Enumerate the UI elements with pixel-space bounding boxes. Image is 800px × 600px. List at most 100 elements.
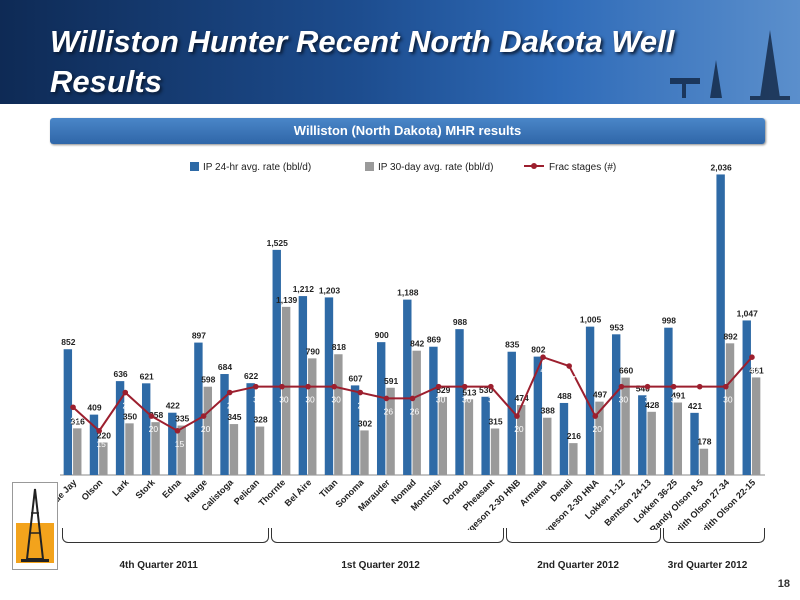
page-number: 18 [777,578,790,590]
bar-value-label: 421 [688,401,702,411]
bar-value-label: 869 [427,335,441,345]
frac-stages-label: 30 [305,395,315,405]
bar-value-label: 1,005 [580,315,602,325]
bar [151,422,160,475]
frac-stages-label: 26 [410,406,420,416]
slide-title: Williston Hunter Recent North Dakota Wel… [50,24,675,99]
frac-stages-point [331,383,337,390]
bar [690,412,699,475]
category-tick-label: Thornte [257,477,288,508]
bar [203,386,213,475]
bar [63,349,73,475]
bar-value-label: 988 [453,317,467,327]
frac-stages-label: 30 [671,395,681,405]
quarter-label: 4th Quarter 2011 [119,560,198,571]
frac-stages-label: 40 [540,365,550,375]
category-tick-label: Bel Aire [283,477,314,508]
category-tick-label: Lark [110,477,131,498]
bar-value-label: 491 [671,391,685,401]
bar [412,350,421,475]
frac-stages-label: 37 [566,374,576,384]
bar [490,428,500,475]
frac-stages-point [305,383,311,390]
frac-stages-point [200,413,207,419]
quarter-bracket [505,528,661,543]
bar-value-label: 335 [175,414,189,424]
frac-stages-label: 30 [436,395,446,405]
bar-value-label: 302 [358,418,372,428]
bar-value-label: 488 [557,391,571,401]
bar [229,424,239,475]
frac-stages-label: 30 [645,395,655,405]
bar-value-label: 178 [697,437,711,447]
bar-value-label: 328 [253,415,267,425]
bar [308,358,317,475]
bar [403,299,412,475]
bar [481,396,490,475]
frac-stages-point [514,413,520,419]
frac-stages-point [566,363,572,369]
bar [255,426,265,475]
bar-value-label: 497 [593,390,607,400]
bar-value-label: 621 [140,371,154,381]
frac-stages-point [96,428,102,434]
category-tick-label: Titan [317,477,339,499]
frac-stages-label: 30 [253,395,263,405]
bar-value-label: 636 [113,369,127,379]
bar [742,320,751,475]
bar-value-label: 802 [531,345,545,355]
bar-value-label: 428 [645,400,659,410]
bar-value-label: 622 [244,371,258,381]
frac-stages-point [461,383,468,390]
chart-area: IP 24-hr avg. rate (bbl/d) IP 30-day avg.… [45,162,765,530]
bar-value-label: 1,212 [293,284,315,294]
bar-value-label: 316 [71,416,85,426]
bar [751,377,761,475]
frac-stages-point [435,383,442,390]
frac-stages-label: 30 [697,395,707,405]
chart-title: Williston (North Dakota) MHR results [50,118,765,144]
derrick-logo-icon [16,488,54,563]
bar [716,174,725,475]
category-tick-label: Olson [79,477,104,502]
frac-stages-point [122,389,129,396]
bar [360,430,369,475]
bar [621,377,630,475]
frac-stages-label: 26 [384,406,394,416]
legend-label: IP 24-hr avg. rate (bbl/d) [203,162,311,173]
bar [168,412,177,475]
frac-stages-point [488,383,494,390]
bar-value-label: 953 [610,322,624,332]
frac-stages-point [383,395,390,402]
frac-stages-label: 15 [175,439,185,449]
bar-value-label: 897 [192,331,206,341]
bar-value-label: 835 [505,340,519,350]
legend-label: IP 30-day avg. rate (bbl/d) [378,162,493,173]
bar [386,387,395,475]
frac-stages-label: 30 [331,395,341,405]
bar-value-label: 998 [662,316,676,326]
company-logo [12,482,58,570]
frac-stages-point [174,428,181,434]
category-tick-label: Edna [160,477,183,500]
frac-stages-label: 30 [462,395,472,405]
bar [533,356,543,475]
bar [438,396,448,475]
bar-value-label: 422 [166,401,180,411]
bar [73,428,82,475]
frac-stages-label: 30 [488,395,498,405]
quarter-bracket [270,528,504,543]
category-tick-label: Armada [518,477,549,508]
frac-stages-point [253,383,259,390]
bar [272,249,281,475]
bar [281,306,291,475]
bar [699,448,709,475]
bar [125,423,134,475]
frac-stages-point [540,354,546,360]
bar [298,296,308,475]
bar-value-label: 529 [436,385,450,395]
frac-stages-label: 20 [514,424,524,434]
frac-stages-point [357,389,364,396]
bar-value-label: 216 [567,431,581,441]
bar [376,342,386,475]
